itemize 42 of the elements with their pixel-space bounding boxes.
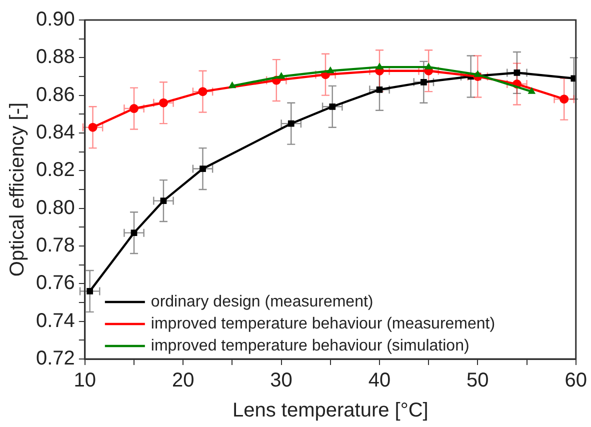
point bbox=[288, 120, 294, 127]
point bbox=[420, 78, 427, 86]
point bbox=[130, 104, 139, 114]
point bbox=[376, 62, 384, 70]
point bbox=[198, 87, 208, 96]
y-tick-label: 0.76 bbox=[36, 272, 75, 294]
point bbox=[130, 230, 138, 236]
x-tick-label: 30 bbox=[270, 370, 292, 392]
y-tick-label: 0.84 bbox=[36, 122, 75, 144]
y-tick-label: 0.82 bbox=[36, 159, 75, 182]
point bbox=[424, 62, 432, 70]
legend-label: improved temperature behaviour (measurement) bbox=[150, 315, 496, 332]
y-tick-label: 0.90 bbox=[36, 8, 75, 31]
legend-label: ordinary design (measurement) bbox=[150, 293, 374, 310]
y-tick-label: 0.72 bbox=[36, 348, 75, 370]
y-tick-label: 0.78 bbox=[36, 234, 75, 257]
y-tick-label: 0.88 bbox=[36, 46, 75, 68]
y-tick-label: 0.74 bbox=[36, 310, 75, 332]
point bbox=[376, 86, 383, 93]
point bbox=[560, 94, 569, 104]
x-axis-title: Lens temperature [°C] bbox=[232, 400, 428, 422]
point bbox=[329, 103, 336, 110]
point bbox=[200, 166, 206, 172]
point bbox=[326, 66, 334, 74]
point bbox=[514, 70, 520, 76]
point bbox=[228, 81, 236, 88]
point bbox=[86, 288, 94, 294]
y-tick-label: 0.80 bbox=[36, 196, 75, 219]
y-axis-title: Optical efficiency [-] bbox=[6, 102, 29, 277]
x-tick-label: 60 bbox=[564, 370, 587, 392]
point bbox=[158, 98, 168, 108]
x-tick-label: 50 bbox=[466, 370, 489, 392]
point bbox=[528, 87, 536, 94]
x-tick-label: 20 bbox=[172, 370, 194, 392]
y-tick-label: 0.86 bbox=[36, 84, 75, 106]
point bbox=[474, 70, 482, 77]
x-tick-label: 10 bbox=[74, 370, 96, 392]
legend-label: improved temperature behaviour (simulation) bbox=[150, 337, 470, 354]
point bbox=[88, 122, 98, 132]
point bbox=[277, 72, 286, 79]
point bbox=[160, 198, 167, 204]
x-tick-label: 40 bbox=[368, 370, 391, 392]
